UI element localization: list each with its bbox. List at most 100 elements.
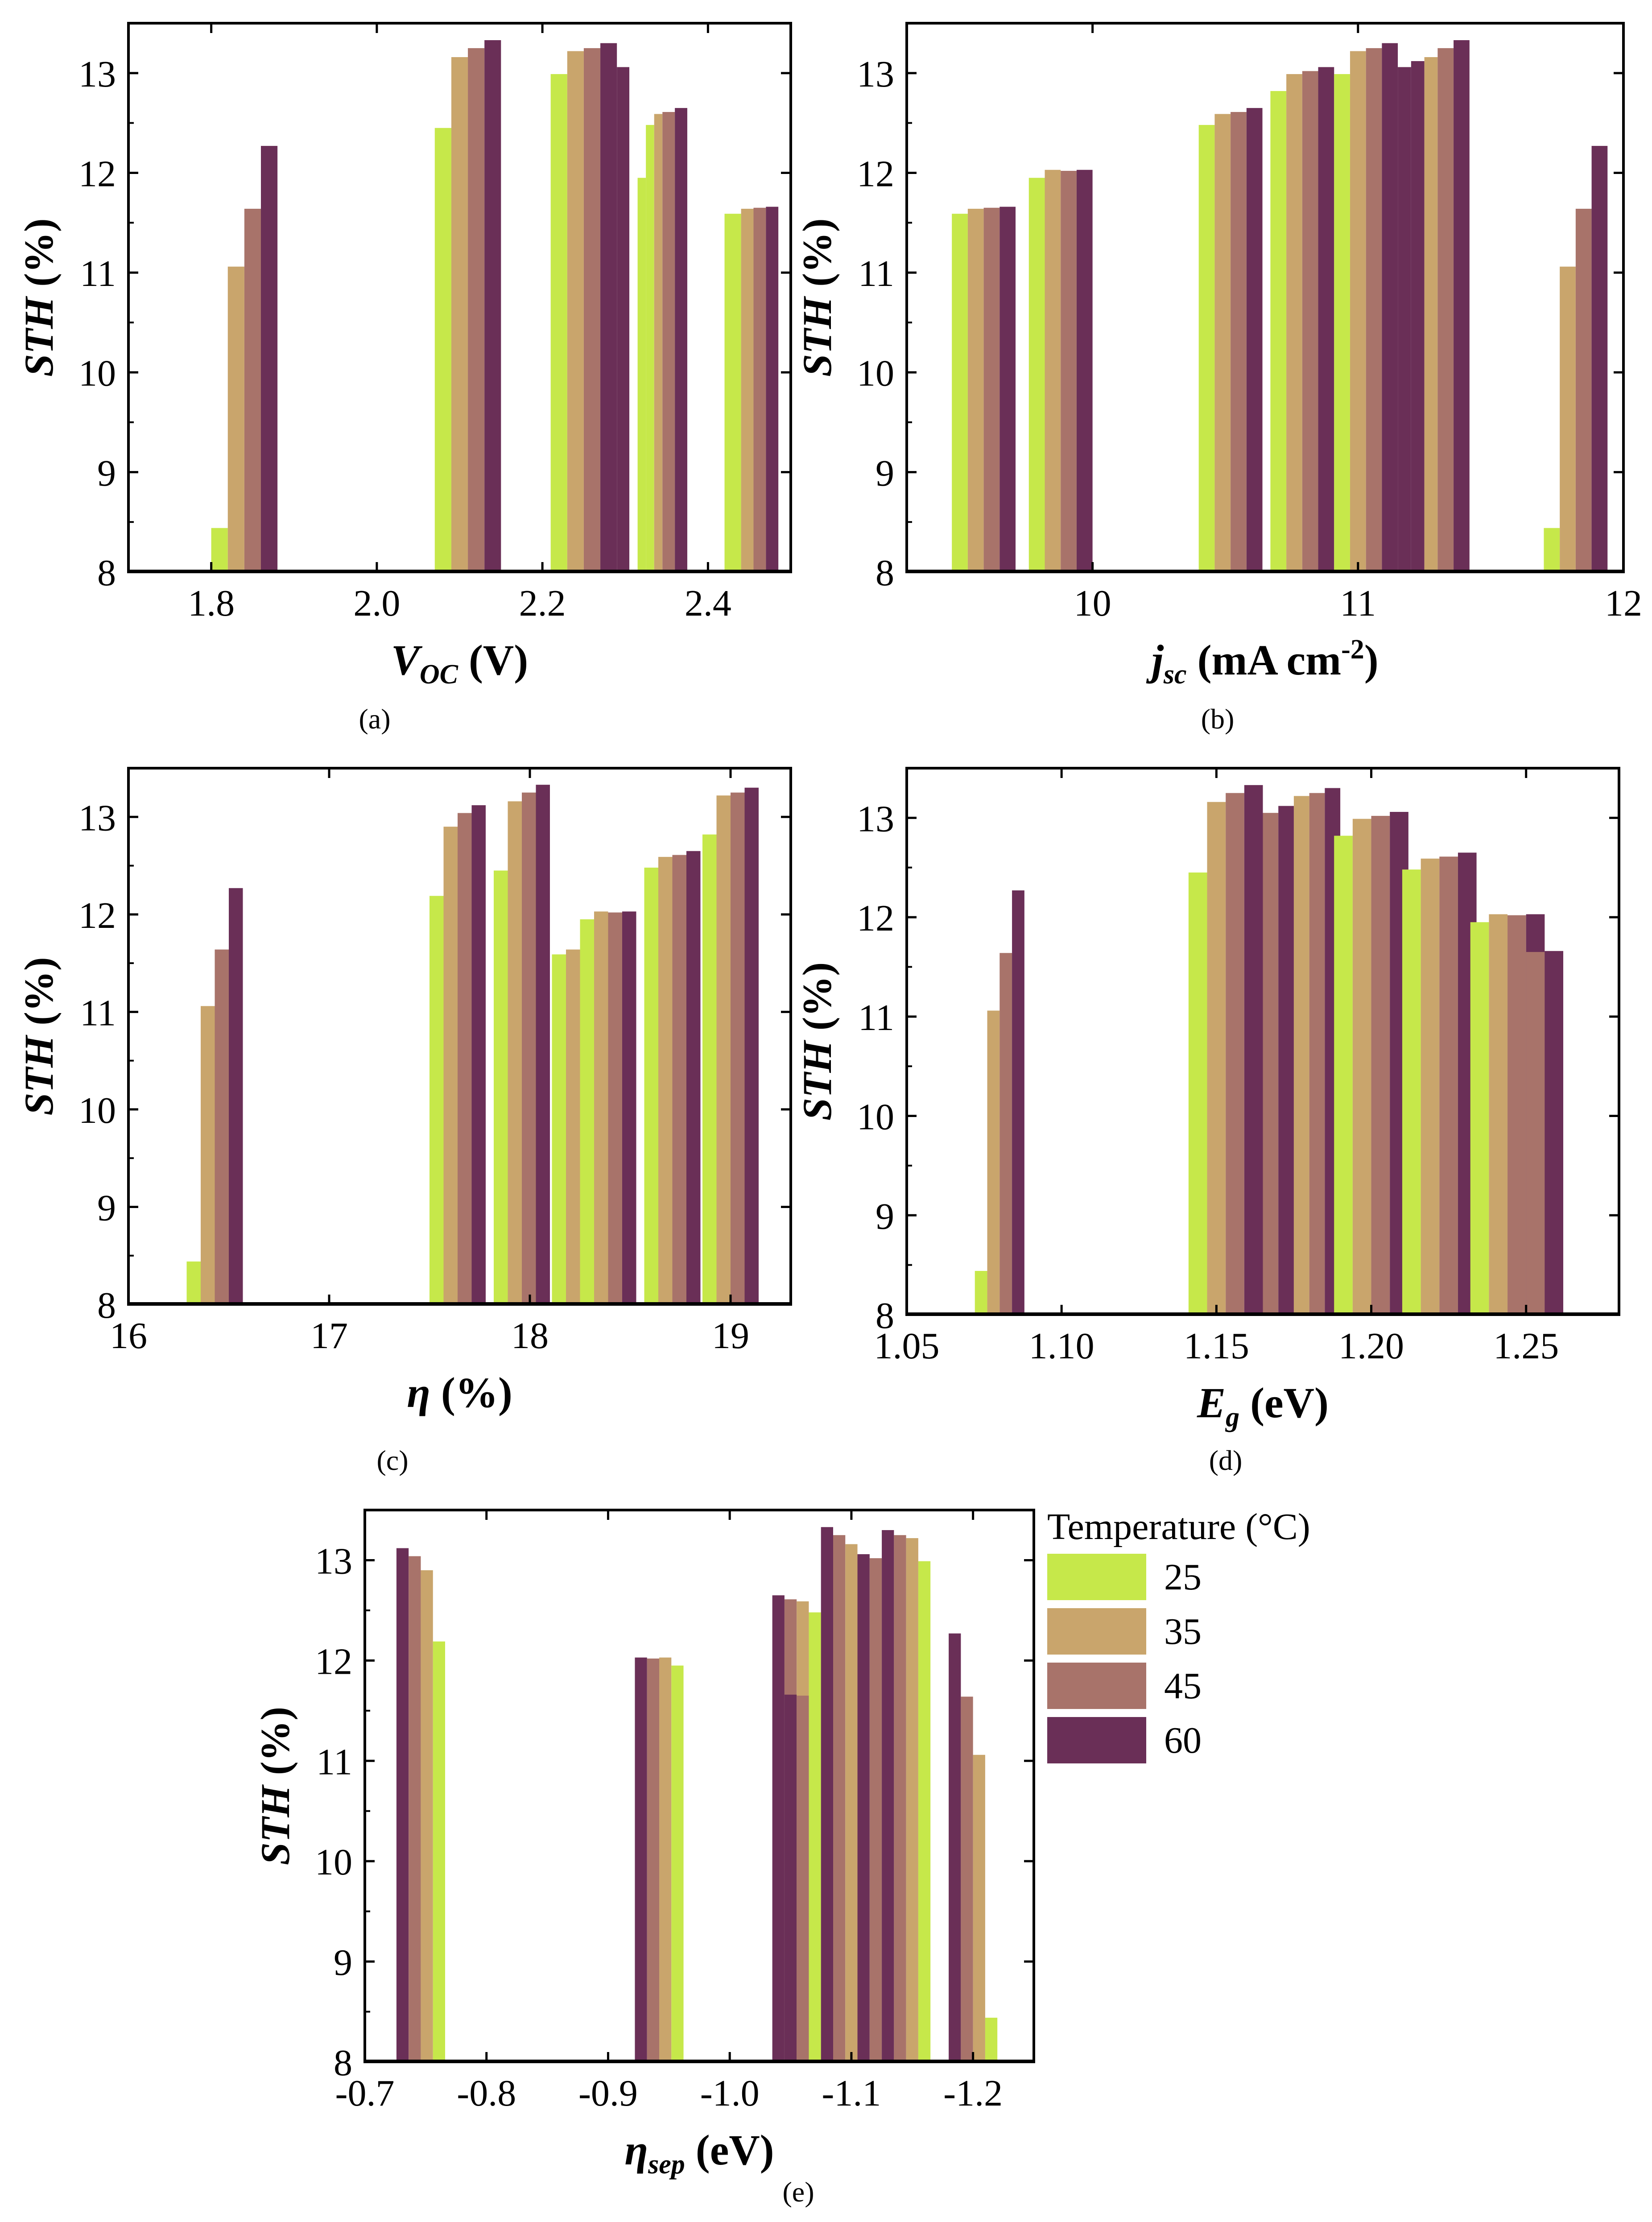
- bar-b-25: [1544, 528, 1560, 572]
- bar-d-14: [1352, 819, 1371, 1315]
- bar-c-13: [566, 949, 580, 1304]
- y-axis-label-e: STH (%): [252, 1707, 298, 1865]
- legend-title: Temperature (°C): [1047, 1506, 1310, 1548]
- bar-d-23: [1507, 915, 1526, 1315]
- x-axis-label-sub: sc: [1163, 659, 1187, 690]
- ytick-label-d-2: 10: [857, 1097, 894, 1138]
- bar-e-18: [869, 1558, 882, 2062]
- bar-e-14: [821, 1527, 833, 2062]
- bar-a-17: [675, 108, 687, 572]
- bar-b-1: [967, 208, 984, 572]
- bar-c-6: [458, 813, 472, 1304]
- bar-b-16: [1334, 74, 1350, 572]
- bar-d-17: [1402, 869, 1421, 1315]
- bar-c-23: [686, 851, 701, 1304]
- plot-frame-c: [127, 767, 792, 1306]
- panel-a: 8 9 10 11 12 13 1.8 2.0 2.2 2.4 STH (%) VOC (V): [16, 22, 792, 690]
- panel-e: 8 9 10 11 12 13 -0.7 -0.8 -0.9 -1.0 -1.1 -1.2 STH (%…: [252, 1509, 1035, 2180]
- bar-b-8: [1198, 125, 1215, 572]
- bar-d-2: [999, 953, 1012, 1315]
- bar-c-12: [552, 954, 566, 1304]
- bar-a-12: [617, 67, 630, 572]
- bar-b-27: [1575, 208, 1592, 572]
- panel-label-d: (d): [1209, 1444, 1243, 1476]
- xtick-label-c-0: 16: [110, 1315, 147, 1357]
- ytick-label-e-4: 12: [315, 1641, 352, 1682]
- xtick-label-c-1: 17: [310, 1315, 348, 1357]
- bar-e-26: [985, 2018, 998, 2062]
- y-axis-label-unit: (%): [252, 1707, 298, 1785]
- x-axis-label-e: ηsep (eV): [624, 2126, 774, 2180]
- bar-a-2: [244, 208, 261, 572]
- ytick-label-c-2: 10: [78, 1090, 116, 1131]
- xtick-label-a-3: 2.4: [685, 583, 731, 624]
- bar-e-19: [882, 1530, 894, 2062]
- bar-d-15: [1371, 815, 1390, 1315]
- bar-b-26: [1560, 266, 1576, 572]
- bar-c-29: [731, 792, 745, 1304]
- xtick-label-e-5: -1.2: [943, 2073, 1003, 2114]
- bar-a-4: [434, 128, 451, 572]
- bar-a-9: [567, 51, 584, 572]
- xtick-label-e-1: -0.8: [457, 2073, 516, 2114]
- x-axis-label-unit: (eV): [685, 2126, 774, 2174]
- bar-b-24: [1454, 40, 1470, 572]
- bar-d-8: [1263, 813, 1279, 1315]
- y-axis-label-a: STH (%): [16, 218, 62, 377]
- plot-frame-a: [127, 22, 792, 573]
- xtick-label-d-2: 1.15: [1184, 1325, 1249, 1367]
- bar-a-7: [484, 40, 501, 572]
- bar-b-23: [1437, 48, 1454, 572]
- x-axis-label-end: ): [1364, 636, 1379, 684]
- bar-d-22: [1489, 914, 1508, 1315]
- bar-b-9: [1214, 114, 1231, 572]
- ytick-label-e-5: 13: [315, 1540, 352, 1582]
- bar-b-20: [1398, 67, 1411, 572]
- bar-a-5: [451, 57, 468, 572]
- bar-e-3: [433, 1641, 445, 2062]
- y-axis-label-unit: (%): [794, 218, 840, 297]
- ytick-label-a-5: 13: [78, 54, 116, 95]
- x-axis-label-unit: (V): [458, 636, 528, 684]
- bar-e-5: [647, 1658, 659, 2062]
- bar-e-22: [918, 1561, 931, 2062]
- plot-frame-b: [905, 22, 1625, 573]
- xtick-label-c-3: 19: [712, 1315, 749, 1357]
- x-axis-label-unit: (mA cm: [1187, 636, 1342, 684]
- legend-label-60: 60: [1164, 1720, 1202, 1761]
- ytick-label-a-1: 9: [97, 452, 116, 494]
- bar-d-26: [1545, 951, 1564, 1315]
- bar-b-17: [1350, 51, 1366, 572]
- legend-swatch-60: [1047, 1717, 1146, 1763]
- bar-b-14: [1302, 71, 1318, 572]
- y-axis-label-c: STH (%): [16, 957, 62, 1115]
- bar-e-16: [845, 1544, 858, 2062]
- bar-c-1: [201, 1006, 215, 1304]
- y-axis-label-unit: (%): [16, 957, 62, 1035]
- bar-e-21: [906, 1538, 918, 2062]
- ytick-label-e-0: 8: [334, 2042, 352, 2084]
- ytick-label-d-1: 9: [876, 1196, 894, 1237]
- ytick-label-b-5: 13: [857, 54, 894, 95]
- ytick-label-c-3: 11: [80, 992, 116, 1034]
- bar-b-22: [1424, 57, 1438, 572]
- ytick-label-c-1: 9: [97, 1187, 116, 1229]
- bar-d-5: [1207, 802, 1226, 1315]
- ytick-label-d-5: 13: [857, 798, 894, 840]
- y-axis-label-var: STH: [794, 296, 840, 377]
- legend-label-35: 35: [1164, 1611, 1202, 1652]
- bar-b-15: [1318, 67, 1334, 572]
- bar-d-0: [975, 1271, 987, 1315]
- x-axis-label-var: E: [1197, 1379, 1226, 1427]
- bar-e-1: [409, 1556, 421, 2062]
- bar-b-12: [1270, 91, 1287, 572]
- ytick-label-a-3: 11: [80, 253, 116, 294]
- bar-d-4: [1188, 872, 1207, 1315]
- xtick-label-a-1: 2.0: [353, 583, 400, 624]
- x-axis-label-var: η: [624, 2126, 648, 2174]
- bar-b-11: [1246, 108, 1263, 572]
- xtick-label-d-0: 1.05: [874, 1325, 940, 1367]
- bar-e-0: [396, 1548, 409, 2062]
- bar-c-0: [186, 1261, 201, 1304]
